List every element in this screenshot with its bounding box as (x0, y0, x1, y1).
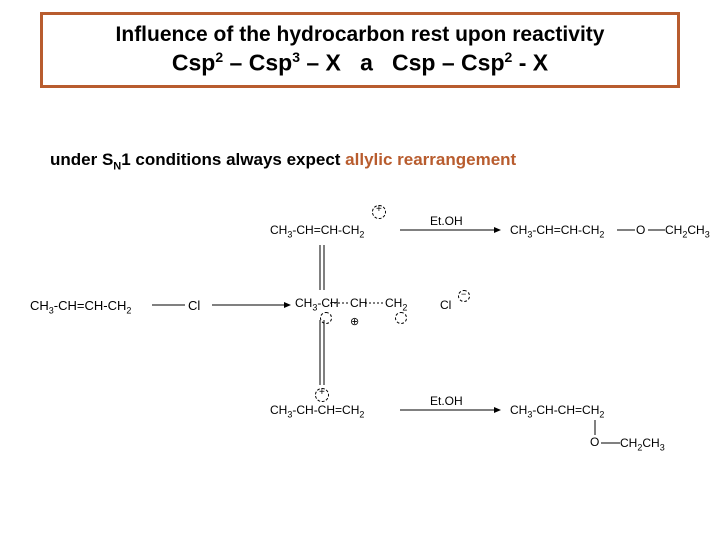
subtitle-mid: 1 conditions always expect (121, 150, 345, 169)
cation-top-plus: + (376, 204, 382, 215)
resonance-ch3: CH3-CH (295, 296, 339, 312)
chloride-ion: Cl (440, 298, 451, 312)
title-line-2: Csp2 – Csp3 – X a Csp – Csp2 - X (172, 49, 548, 77)
resonance-ch2: CH2 (385, 296, 407, 312)
etoh-bottom: Et.OH (430, 394, 463, 408)
subtitle-prefix: under S (50, 150, 113, 169)
reaction-diagram: CH3-CH=CH-CH2 Cl CH3-CH=CH-CH2 + Et.OH C… (0, 190, 720, 480)
cation-bottom-plus: + (319, 387, 325, 398)
resonance-charge-1 (320, 312, 332, 324)
product-top-right: CH2CH3 (665, 223, 710, 239)
resonance-plus: ⊕ (350, 315, 359, 328)
reactant-cl: Cl (188, 298, 200, 313)
product-bottom-o: O (590, 435, 599, 449)
product-top-o: O (636, 223, 645, 237)
title-box: Influence of the hydrocarbon rest upon r… (40, 12, 680, 88)
cation-top: CH3-CH=CH-CH2 (270, 223, 364, 239)
resonance-ch: CH (350, 296, 367, 310)
chloride-minus: − (461, 289, 466, 299)
product-top-left: CH3-CH=CH-CH2 (510, 223, 604, 239)
product-bottom-top: CH3-CH-CH=CH2 (510, 403, 604, 419)
subtitle-highlight: allylic rearrangement (345, 150, 516, 169)
cation-bottom: CH3-CH-CH=CH2 (270, 403, 364, 419)
etoh-top: Et.OH (430, 214, 463, 228)
reactant-left: CH3-CH=CH-CH2 (30, 298, 131, 316)
product-bottom-right: CH2CH3 (620, 436, 665, 452)
resonance-charge-2 (395, 312, 407, 324)
subtitle: under SN1 conditions always expect allyl… (50, 150, 516, 172)
title-line-1: Influence of the hydrocarbon rest upon r… (116, 23, 605, 47)
